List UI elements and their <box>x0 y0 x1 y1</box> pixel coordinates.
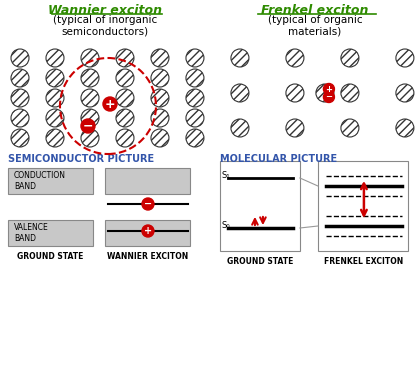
Circle shape <box>186 129 204 147</box>
Circle shape <box>186 49 204 67</box>
Text: −: − <box>83 120 93 132</box>
Text: GROUND STATE: GROUND STATE <box>227 257 293 266</box>
Circle shape <box>116 129 134 147</box>
Text: WANNIER EXCITON: WANNIER EXCITON <box>107 252 188 261</box>
Circle shape <box>231 119 249 137</box>
Bar <box>220 161 300 251</box>
Text: CONDUCTION
BAND: CONDUCTION BAND <box>14 171 66 191</box>
Circle shape <box>186 69 204 87</box>
Circle shape <box>11 89 29 107</box>
Circle shape <box>46 69 64 87</box>
Circle shape <box>286 119 304 137</box>
Circle shape <box>286 84 304 102</box>
Circle shape <box>341 119 359 137</box>
Circle shape <box>151 69 169 87</box>
Circle shape <box>142 198 154 210</box>
Text: (typical of organic
materials): (typical of organic materials) <box>268 15 362 36</box>
Bar <box>105 220 190 246</box>
Text: +: + <box>144 226 152 236</box>
Circle shape <box>103 97 117 111</box>
Circle shape <box>81 89 99 107</box>
Circle shape <box>11 129 29 147</box>
Text: GROUND STATE: GROUND STATE <box>17 252 83 261</box>
Circle shape <box>151 109 169 127</box>
Text: −: − <box>144 199 152 209</box>
Text: S₀: S₀ <box>222 221 231 230</box>
Circle shape <box>231 84 249 102</box>
Text: −: − <box>325 92 332 102</box>
Bar <box>105 168 190 194</box>
Circle shape <box>231 49 249 67</box>
Circle shape <box>81 49 99 67</box>
Circle shape <box>151 129 169 147</box>
Circle shape <box>11 109 29 127</box>
Circle shape <box>186 109 204 127</box>
Text: (typical of inorganic
semiconductors): (typical of inorganic semiconductors) <box>53 15 157 36</box>
Circle shape <box>116 69 134 87</box>
Text: Frenkel exciton: Frenkel exciton <box>261 4 369 17</box>
Circle shape <box>151 89 169 107</box>
Circle shape <box>142 225 154 237</box>
Circle shape <box>81 119 95 133</box>
Circle shape <box>151 49 169 67</box>
Text: S₁: S₁ <box>222 171 231 180</box>
Bar <box>318 161 408 251</box>
Circle shape <box>323 91 334 103</box>
Circle shape <box>116 49 134 67</box>
Circle shape <box>81 129 99 147</box>
Circle shape <box>396 84 414 102</box>
Circle shape <box>46 129 64 147</box>
Circle shape <box>11 69 29 87</box>
Circle shape <box>116 109 134 127</box>
Text: VALENCE
BAND: VALENCE BAND <box>14 223 49 243</box>
Circle shape <box>323 83 334 94</box>
Circle shape <box>11 49 29 67</box>
Circle shape <box>316 84 334 102</box>
Circle shape <box>46 89 64 107</box>
Circle shape <box>286 49 304 67</box>
Circle shape <box>81 69 99 87</box>
Circle shape <box>341 49 359 67</box>
Circle shape <box>341 84 359 102</box>
Circle shape <box>46 49 64 67</box>
Text: Wannier exciton: Wannier exciton <box>48 4 162 17</box>
Text: +: + <box>105 97 115 111</box>
Text: SEMICONDUCTOR PICTURE: SEMICONDUCTOR PICTURE <box>8 154 154 164</box>
Circle shape <box>116 89 134 107</box>
Circle shape <box>396 119 414 137</box>
Text: MOLECULAR PICTURE: MOLECULAR PICTURE <box>220 154 337 164</box>
Bar <box>8 168 93 194</box>
Circle shape <box>396 49 414 67</box>
Bar <box>8 220 93 246</box>
Circle shape <box>46 109 64 127</box>
Text: +: + <box>325 85 332 94</box>
Circle shape <box>186 89 204 107</box>
Circle shape <box>81 109 99 127</box>
Text: FRENKEL EXCITON: FRENKEL EXCITON <box>324 257 403 266</box>
